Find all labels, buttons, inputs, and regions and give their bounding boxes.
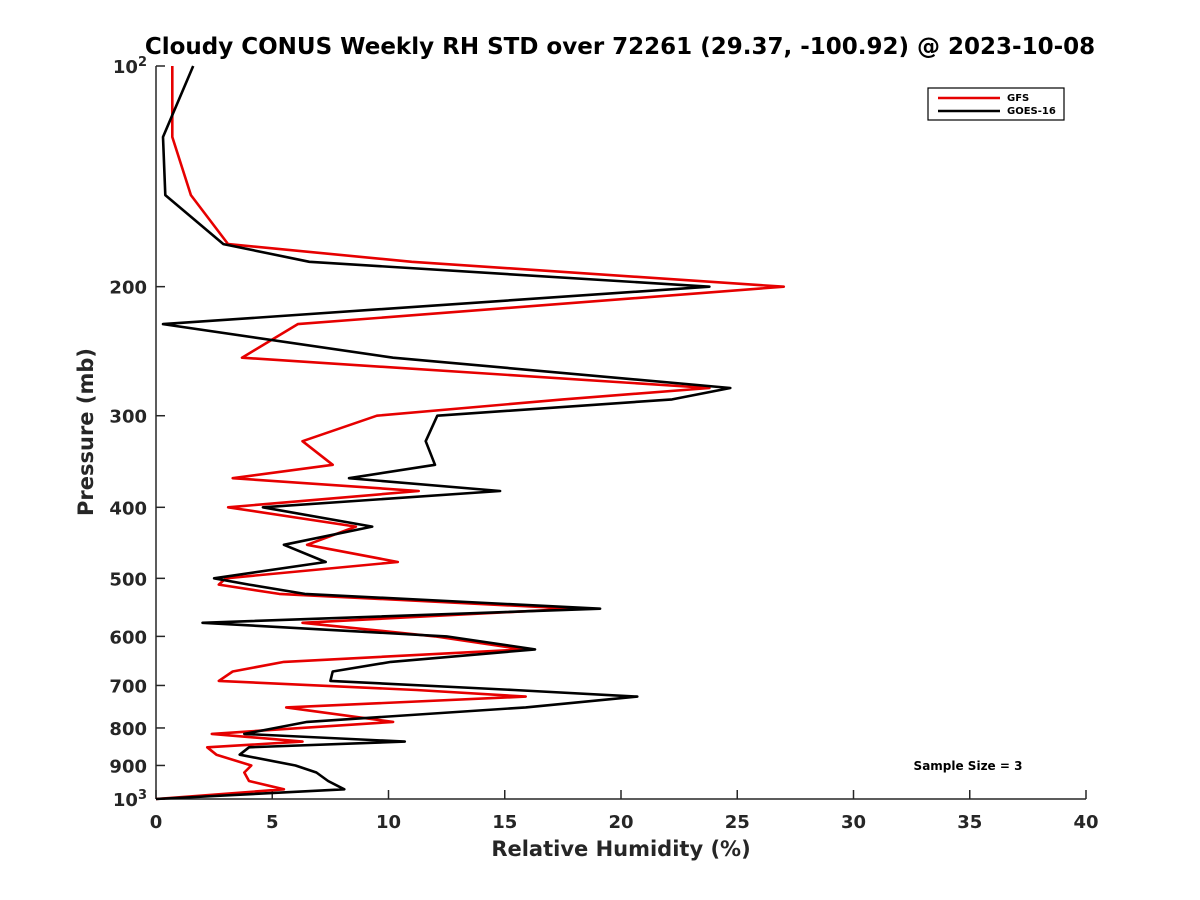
sample-size-annotation: Sample Size = 3: [914, 759, 1023, 773]
y-tick-exponent: 3: [138, 788, 147, 803]
series-lines: [155, 65, 786, 801]
legend: GFS GOES-16: [927, 87, 1065, 121]
x-tick-label: 5: [266, 812, 279, 833]
y-tick-label: 800: [109, 719, 147, 740]
y-tick-label: 700: [109, 676, 147, 697]
y-axis-label: Pressure (mb): [74, 348, 98, 516]
x-axis-label: Relative Humidity (%): [491, 837, 750, 861]
y-tick-label: 300: [109, 407, 147, 428]
x-tick-label: 35: [957, 812, 982, 833]
x-tick-label: 10: [376, 812, 401, 833]
legend-box: [927, 87, 1065, 121]
y-tick-label: 102: [113, 55, 147, 78]
legend-gfs-label: GFS: [1007, 93, 1029, 104]
legend-goes-label: GOES-16: [1007, 106, 1056, 117]
x-tick-label: 0: [150, 812, 163, 833]
x-tick-label: 25: [725, 812, 750, 833]
series-line-goes-16: [155, 65, 732, 801]
x-tick-label: 30: [841, 812, 866, 833]
plot-area: 0 5 10 15 20 25 30 35 40 10220030040050060070080…: [109, 55, 1098, 833]
y-tick-label: 400: [109, 498, 147, 519]
x-tick-label: 15: [492, 812, 517, 833]
x-tick-label: 20: [608, 812, 633, 833]
y-tick-label: 200: [109, 278, 147, 299]
y-tick-base: 10: [113, 790, 138, 811]
series-line-gfs: [155, 66, 786, 801]
y-tick-exponent: 2: [138, 55, 147, 70]
y-tick-label: 900: [109, 756, 147, 777]
x-tick-label: 40: [1073, 812, 1098, 833]
y-tick-label: 500: [109, 569, 147, 590]
y-tick-label: 103: [113, 788, 147, 811]
y-tick-label: 600: [109, 627, 147, 648]
chart-title: Cloudy CONUS Weekly RH STD over 72261 (2…: [145, 34, 1095, 60]
x-ticks: 0 5 10 15 20 25 30 35 40: [150, 790, 1099, 833]
y-tick-base: 10: [113, 57, 138, 78]
